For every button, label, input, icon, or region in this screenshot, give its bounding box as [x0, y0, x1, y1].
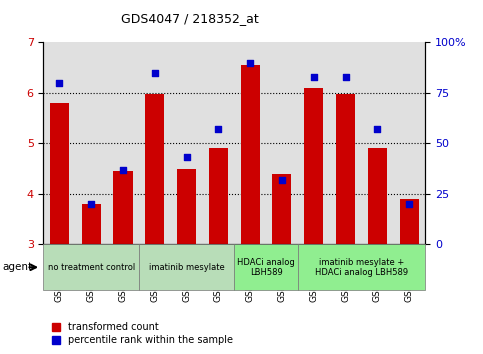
Bar [368, 148, 387, 244]
Bar [304, 88, 323, 244]
Point [119, 167, 127, 172]
Legend: transformed count, percentile rank within the sample: transformed count, percentile rank withi… [48, 319, 237, 349]
Bar [272, 173, 292, 244]
Text: GDS4047 / 218352_at: GDS4047 / 218352_at [121, 12, 258, 25]
Bar [177, 169, 196, 244]
Bar [298, 244, 425, 290]
Bar [114, 171, 132, 244]
Bar [50, 103, 69, 244]
Bar [336, 95, 355, 244]
Bar [139, 244, 234, 290]
Point [214, 126, 222, 132]
Point [246, 60, 254, 65]
Point [183, 155, 190, 160]
Bar [234, 244, 298, 290]
Point [56, 80, 63, 86]
Point [341, 74, 349, 80]
Bar [82, 204, 101, 244]
Point [151, 70, 158, 75]
Bar [241, 65, 260, 244]
Point [87, 201, 95, 207]
Point [373, 126, 381, 132]
Point [278, 177, 286, 183]
Point [310, 74, 318, 80]
Text: HDACi analog
LBH589: HDACi analog LBH589 [237, 258, 295, 277]
Bar [43, 244, 139, 290]
Text: imatinib mesylate: imatinib mesylate [149, 263, 225, 272]
Point [405, 201, 413, 207]
Bar [399, 199, 419, 244]
Bar [209, 148, 228, 244]
Text: imatinib mesylate +
HDACi analog LBH589: imatinib mesylate + HDACi analog LBH589 [315, 258, 408, 277]
Text: no treatment control: no treatment control [47, 263, 135, 272]
Text: agent: agent [2, 262, 32, 272]
Bar [145, 95, 164, 244]
